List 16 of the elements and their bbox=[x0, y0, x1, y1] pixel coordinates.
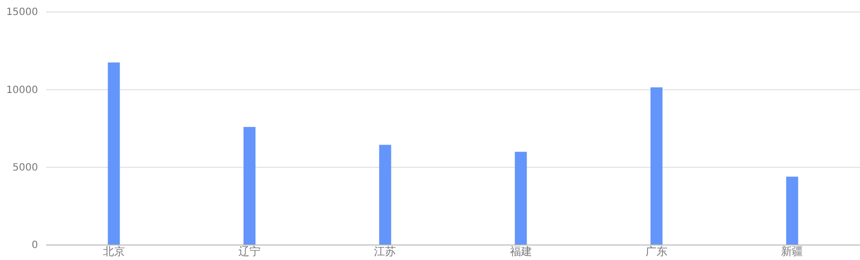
x-tick-label: 北京 bbox=[102, 244, 125, 258]
y-tick-label: 0 bbox=[32, 240, 38, 252]
y-tick-label: 5000 bbox=[12, 162, 38, 174]
bar bbox=[786, 176, 798, 245]
bar bbox=[514, 152, 527, 245]
x-tick-label: 辽宁 bbox=[238, 244, 260, 258]
bar bbox=[108, 62, 120, 245]
x-tick-label: 福建 bbox=[510, 244, 532, 258]
bar bbox=[244, 126, 256, 245]
bar bbox=[379, 144, 392, 245]
x-tick-label: 新疆 bbox=[781, 244, 804, 258]
x-tick-label: 广东 bbox=[646, 244, 668, 258]
x-tick-label: 江苏 bbox=[374, 244, 396, 258]
y-tick-label: 10000 bbox=[6, 84, 38, 96]
y-tick-label: 15000 bbox=[6, 7, 38, 18]
bar bbox=[650, 87, 662, 245]
